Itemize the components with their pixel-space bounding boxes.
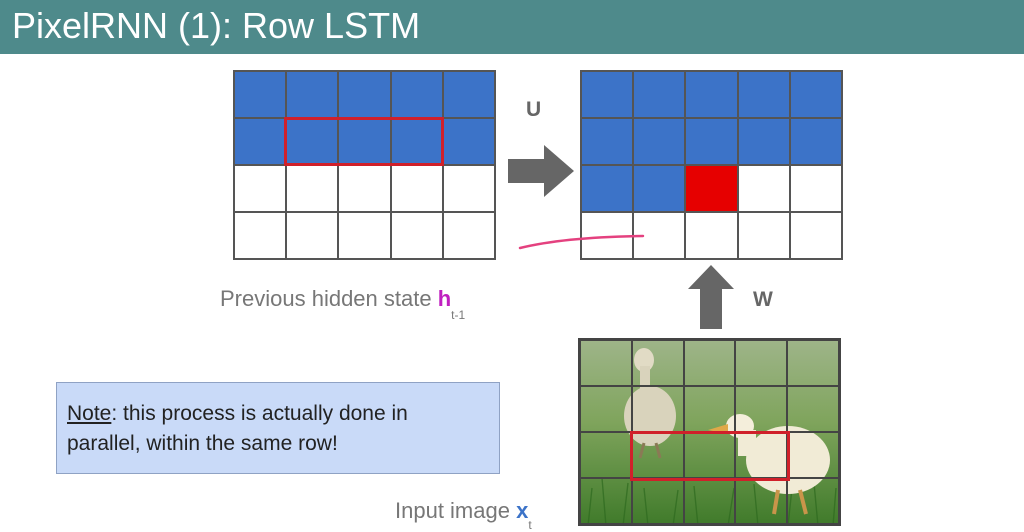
previous-hidden-state-cell bbox=[443, 166, 494, 211]
previous-hidden-state-cell bbox=[391, 213, 442, 258]
current-hidden-state-cell bbox=[634, 166, 685, 211]
previous-hidden-state-cell bbox=[287, 166, 338, 211]
current-hidden-state-cell bbox=[686, 213, 737, 258]
current-hidden-state-cell bbox=[790, 72, 841, 117]
current-hidden-state-cell bbox=[738, 213, 789, 258]
previous-hidden-state-cell bbox=[235, 166, 286, 211]
previous-hidden-state-cell bbox=[443, 72, 494, 117]
previous-hidden-state-cell bbox=[235, 119, 286, 164]
current-hidden-state-cell bbox=[634, 119, 685, 164]
previous-row-highlight bbox=[284, 117, 444, 166]
current-hidden-state-cell bbox=[686, 72, 737, 117]
current-hidden-state-cell bbox=[686, 166, 737, 211]
previous-hidden-state-cell bbox=[391, 119, 442, 164]
previous-hidden-state-cell bbox=[339, 119, 390, 164]
current-hidden-state-grid bbox=[580, 70, 843, 260]
previous-hidden-state-text: Previous hidden state bbox=[220, 286, 438, 311]
note-heading: Note bbox=[67, 402, 112, 425]
previous-hidden-state-cell bbox=[391, 166, 442, 211]
slide-header: PixelRNN (1): Row LSTM bbox=[0, 0, 1024, 54]
previous-hidden-state-cell bbox=[339, 166, 390, 211]
previous-hidden-state-cell bbox=[235, 213, 286, 258]
w-label: W bbox=[753, 288, 773, 311]
current-hidden-state-cell bbox=[634, 72, 685, 117]
input-image-text: Input image bbox=[395, 498, 517, 523]
previous-hidden-state-grid bbox=[233, 70, 496, 260]
current-hidden-state-cell bbox=[790, 166, 841, 211]
previous-hidden-state-cell bbox=[287, 213, 338, 258]
pen-annotation-mark bbox=[518, 234, 645, 250]
u-label: U bbox=[526, 98, 542, 121]
input-row-highlight bbox=[630, 431, 790, 481]
arrow-up-icon bbox=[688, 265, 734, 329]
note-box: Note: this process is actually done in p… bbox=[56, 382, 500, 474]
current-hidden-state-cell bbox=[738, 166, 789, 211]
current-hidden-state-cell bbox=[790, 119, 841, 164]
h-symbol: h bbox=[437, 286, 452, 311]
slide-title: PixelRNN (1): Row LSTM bbox=[12, 5, 421, 46]
note-text: Note: this process is actually done in p… bbox=[67, 399, 487, 459]
previous-hidden-state-cell bbox=[339, 72, 390, 117]
x-subscript: t bbox=[528, 518, 532, 532]
previous-hidden-state-cell bbox=[443, 119, 494, 164]
previous-hidden-state-cell bbox=[235, 72, 286, 117]
current-hidden-state-cell bbox=[582, 72, 633, 117]
current-hidden-state-cell bbox=[738, 72, 789, 117]
current-hidden-state-cell bbox=[582, 166, 633, 211]
note-body: : this process is actually done in paral… bbox=[67, 402, 408, 455]
x-symbol: x bbox=[516, 498, 529, 523]
previous-hidden-state-cell bbox=[287, 72, 338, 117]
previous-hidden-state-cell bbox=[443, 213, 494, 258]
previous-hidden-state-label: Previous hidden state ht-1 bbox=[220, 286, 465, 322]
current-hidden-state-cell bbox=[582, 119, 633, 164]
previous-hidden-state-cell bbox=[391, 72, 442, 117]
arrow-right-icon bbox=[508, 145, 574, 197]
current-hidden-state-cell bbox=[790, 213, 841, 258]
input-image-label: Input image xt bbox=[395, 498, 532, 532]
current-hidden-state-cell bbox=[738, 119, 789, 164]
previous-hidden-state-cell bbox=[287, 119, 338, 164]
previous-hidden-state-cell bbox=[339, 213, 390, 258]
current-hidden-state-cell bbox=[686, 119, 737, 164]
h-subscript: t-1 bbox=[451, 308, 466, 323]
